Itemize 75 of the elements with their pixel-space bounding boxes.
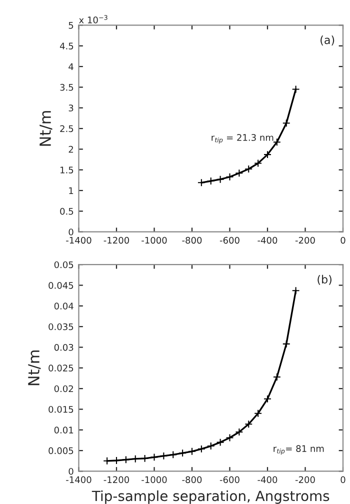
y-tick-label: 0 xyxy=(68,228,74,236)
point xyxy=(272,373,281,382)
y-tick-label: 0.025 xyxy=(48,364,74,372)
text: x 10$^{−3}$ xyxy=(79,15,108,24)
point xyxy=(254,409,262,418)
y-tick-label: 4.5 xyxy=(60,42,74,50)
point xyxy=(226,172,234,181)
point xyxy=(216,438,224,446)
y-tick-label: 3.5 xyxy=(60,84,74,91)
x-tick-label: -1200 xyxy=(104,236,130,244)
y-tick-label: 2 xyxy=(68,146,73,153)
x-tick-label: -400 xyxy=(258,236,278,244)
annotation: (b) xyxy=(318,274,332,285)
x-axis-title: Tip-sample separation, Angstroms xyxy=(92,490,330,504)
y-tick-label: 0.01 xyxy=(54,426,74,434)
x-tick-label: -800 xyxy=(182,236,202,244)
y-tick-label: 5 xyxy=(68,22,74,29)
x-tick-label: -400 xyxy=(258,476,278,484)
point xyxy=(264,150,272,159)
point xyxy=(254,159,262,168)
x-tick-label: 0 xyxy=(340,236,346,244)
point xyxy=(282,119,290,128)
y-tick-label: 2.5 xyxy=(60,125,74,132)
annotation: r$_{tip}$= 81 nm xyxy=(274,445,324,455)
y-tick-label: 0.03 xyxy=(54,344,74,351)
point xyxy=(216,175,224,184)
y-tick-label: 0.015 xyxy=(48,406,74,413)
x-tick-label: 0 xyxy=(340,476,346,484)
y-axis-title: Nt/m xyxy=(28,350,41,386)
point xyxy=(150,453,158,462)
y-tick-label: 0.02 xyxy=(54,385,73,392)
y-tick-label: 0 xyxy=(68,468,74,475)
y-tick-label: 3 xyxy=(68,104,74,112)
x-tick-label: -1400 xyxy=(66,236,92,244)
annotation: (a) xyxy=(320,36,334,46)
point xyxy=(197,444,206,453)
x-tick-label: -800 xyxy=(182,476,202,484)
y-tick-label: 0.045 xyxy=(48,282,74,289)
point xyxy=(235,169,244,178)
y-tick-label: 0.035 xyxy=(48,323,74,330)
point xyxy=(122,456,130,464)
point xyxy=(264,394,272,403)
x-tick-label: -600 xyxy=(220,476,240,484)
point xyxy=(292,85,300,94)
point xyxy=(178,449,187,458)
x-tick-label: -200 xyxy=(295,476,315,484)
point xyxy=(206,442,215,450)
point xyxy=(226,434,234,442)
y-tick-label: 1.5 xyxy=(60,166,74,174)
point xyxy=(188,447,196,456)
annotation: r$_{tip}$ = 21.3 nm xyxy=(212,134,274,144)
y-tick-label: 0.005 xyxy=(48,447,74,454)
point xyxy=(197,178,206,187)
x-tick-label: -1200 xyxy=(104,476,130,484)
y-tick-label: 0.04 xyxy=(54,302,74,310)
point xyxy=(244,165,253,174)
point xyxy=(282,340,290,348)
y-tick-label: 0.5 xyxy=(60,208,74,215)
point xyxy=(169,450,178,459)
point xyxy=(292,286,300,295)
point xyxy=(140,454,149,462)
x-tick-label: -600 xyxy=(220,236,240,244)
point xyxy=(206,177,215,185)
x-tick-label: -1400 xyxy=(66,476,92,484)
point xyxy=(244,420,253,428)
point xyxy=(160,452,168,460)
point xyxy=(235,428,244,436)
x-tick-label: -1000 xyxy=(142,476,167,484)
y-tick-label: 4 xyxy=(68,63,74,70)
x-tick-label: -1000 xyxy=(142,236,167,244)
x-tick-label: -200 xyxy=(295,236,315,244)
point xyxy=(272,138,281,146)
y-tick-label: 1 xyxy=(69,187,74,194)
y-axis-title: Nt/m xyxy=(40,111,52,146)
y-tick-label: 0.05 xyxy=(54,261,74,268)
